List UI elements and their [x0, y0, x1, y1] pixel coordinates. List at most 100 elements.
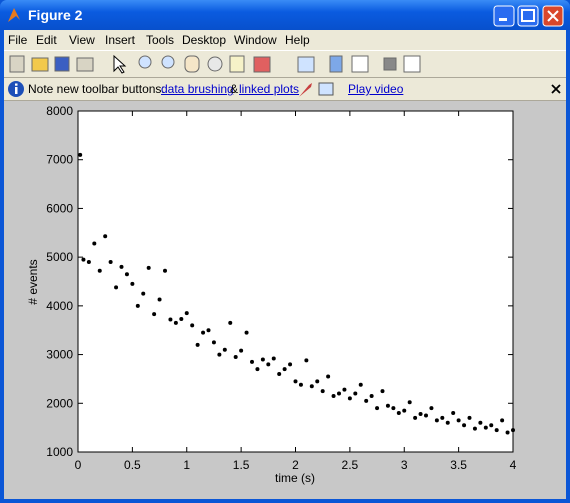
point [358, 382, 363, 387]
point [130, 281, 135, 286]
point [407, 400, 412, 405]
info-dot [15, 83, 18, 86]
point [467, 415, 472, 420]
point [266, 362, 271, 367]
play-video-link[interactable]: Play video [348, 82, 404, 96]
tool-new[interactable] [9, 55, 25, 73]
point [168, 317, 173, 322]
point [424, 413, 428, 418]
menu-item[interactable]: Window [234, 33, 277, 47]
menu-item[interactable]: Tools [146, 33, 175, 47]
point [222, 347, 227, 352]
tool-print[interactable] [76, 57, 94, 72]
tool-colorbar[interactable] [329, 55, 343, 73]
point [315, 379, 320, 384]
point [375, 406, 380, 411]
point [429, 406, 434, 411]
point [288, 362, 293, 367]
point [92, 241, 97, 246]
point [472, 426, 477, 431]
x-tick-label: 3.5 [450, 458, 467, 472]
info-glyph [15, 87, 18, 94]
tool-rotate[interactable] [207, 56, 223, 72]
point [347, 396, 352, 401]
point [157, 297, 162, 302]
tool-show-tools[interactable] [403, 55, 421, 73]
tool-open[interactable] [31, 57, 49, 72]
tool-save[interactable] [54, 56, 70, 72]
point [211, 340, 216, 345]
point [260, 357, 265, 362]
point [184, 311, 189, 316]
brush-icon [299, 83, 312, 97]
minimize-glyph [499, 18, 507, 21]
info-close[interactable] [550, 83, 564, 97]
point [124, 272, 129, 277]
point [81, 257, 86, 262]
point [298, 382, 303, 387]
tool-select[interactable] [113, 54, 127, 74]
tool-pan[interactable] [184, 55, 200, 73]
title-icons [8, 5, 564, 27]
point [456, 418, 461, 423]
tool-legend[interactable] [351, 55, 369, 73]
point [380, 389, 385, 394]
point [97, 268, 102, 273]
tool-zoom-in[interactable] [138, 55, 152, 69]
point [119, 264, 124, 269]
point [250, 359, 254, 364]
point [141, 291, 146, 296]
point [385, 403, 390, 408]
y-tick-label: 6000 [46, 201, 73, 215]
point [114, 285, 119, 290]
point [163, 268, 167, 273]
menu-item[interactable]: File [8, 33, 28, 47]
point [304, 358, 309, 363]
linked-plots-link[interactable]: linked plots [239, 82, 300, 96]
point [108, 260, 113, 265]
brushing-link[interactable]: data brushing [161, 82, 234, 96]
menu-item[interactable]: Desktop [182, 33, 227, 47]
menu-item[interactable]: Help [285, 33, 310, 47]
tool-hide-tools[interactable] [383, 57, 397, 71]
menu-item[interactable]: Edit [36, 33, 57, 47]
point [342, 387, 347, 392]
point [271, 356, 276, 361]
info-tool-icons [299, 82, 334, 97]
point [135, 303, 140, 308]
point [478, 420, 483, 425]
point [78, 152, 83, 157]
point [326, 374, 331, 379]
menu-item[interactable]: View [69, 33, 95, 47]
point [369, 393, 374, 398]
y-tick-label: 3000 [46, 348, 73, 362]
point [451, 411, 456, 416]
minimize-button[interactable] [493, 5, 515, 27]
point [233, 355, 238, 360]
y-tick-label: 2000 [46, 396, 73, 410]
y-tick-label: 7000 [46, 153, 73, 167]
point [320, 389, 325, 394]
info-icon [8, 81, 24, 97]
point [206, 328, 211, 333]
point [434, 418, 439, 423]
point [391, 406, 396, 411]
tool-datacursor[interactable] [229, 55, 245, 73]
tool-brush[interactable] [253, 56, 271, 73]
point [402, 408, 407, 413]
point [353, 391, 358, 396]
point [201, 330, 206, 335]
point [445, 420, 450, 425]
tool-zoom-out[interactable] [161, 55, 175, 69]
menu-item[interactable]: Insert [105, 33, 136, 47]
point [255, 367, 260, 372]
point [505, 430, 510, 435]
point [179, 317, 184, 322]
axes-box [77, 110, 514, 453]
x-tick-label: 0.5 [124, 458, 141, 472]
y-tick-label: 5000 [46, 250, 73, 264]
ampersand: & [230, 82, 239, 96]
tool-link[interactable] [297, 56, 315, 73]
point [103, 234, 108, 239]
